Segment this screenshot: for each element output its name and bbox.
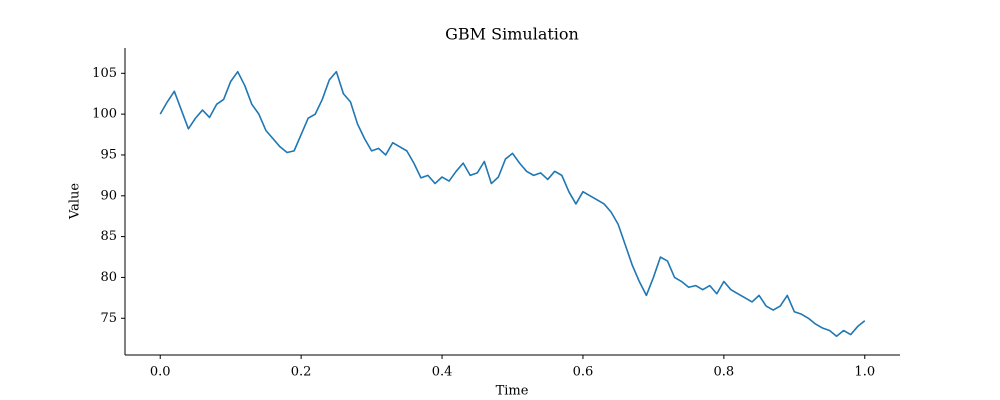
x-tick-label: 0.4 [432,365,453,380]
line-series [159,70,866,338]
x-tick-label: 0.0 [150,365,171,380]
y-tick-label: 105 [92,66,117,81]
y-tick-label: 75 [100,311,117,326]
y-tick-label: 100 [92,107,117,122]
x-tick-label: 0.6 [573,365,594,380]
y-tick-label: 90 [100,188,117,203]
y-tick-label: 80 [100,270,117,285]
y-tick-label: 85 [100,229,117,244]
y-axis-label: Value [68,183,83,220]
x-tick-label: 0.8 [714,365,735,380]
x-axis-label: Time [496,384,529,399]
x-tick-label: 1.0 [854,365,875,380]
y-tick-label: 95 [100,147,117,162]
chart-title: GBM Simulation [445,25,579,44]
x-tick-label: 0.2 [291,365,312,380]
